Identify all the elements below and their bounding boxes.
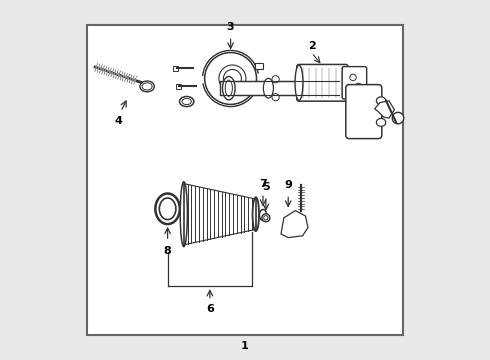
Circle shape — [272, 76, 279, 83]
Ellipse shape — [155, 194, 180, 224]
Circle shape — [392, 112, 404, 124]
Circle shape — [272, 94, 279, 101]
Text: 6: 6 — [206, 304, 214, 314]
Ellipse shape — [140, 81, 154, 92]
Bar — [87, 25, 403, 335]
Ellipse shape — [252, 197, 259, 231]
Text: 5: 5 — [262, 182, 270, 192]
Text: 8: 8 — [164, 246, 171, 256]
Ellipse shape — [264, 216, 268, 220]
Text: 2: 2 — [308, 41, 316, 51]
Circle shape — [348, 89, 354, 95]
Ellipse shape — [142, 83, 152, 90]
Bar — [220, 81, 339, 95]
Ellipse shape — [180, 182, 187, 247]
Ellipse shape — [219, 65, 246, 92]
Bar — [255, 87, 263, 94]
Ellipse shape — [222, 77, 235, 100]
Bar — [176, 84, 181, 89]
Polygon shape — [281, 211, 308, 238]
Ellipse shape — [295, 65, 303, 100]
Circle shape — [350, 74, 356, 81]
Text: 1: 1 — [241, 341, 249, 351]
Polygon shape — [374, 101, 394, 118]
Text: 7: 7 — [259, 179, 267, 189]
Circle shape — [355, 83, 362, 90]
Ellipse shape — [262, 214, 270, 222]
Text: 9: 9 — [284, 180, 292, 190]
FancyBboxPatch shape — [342, 67, 367, 99]
Ellipse shape — [223, 69, 242, 87]
Ellipse shape — [263, 78, 273, 98]
Ellipse shape — [182, 99, 192, 105]
Bar — [255, 63, 263, 69]
Ellipse shape — [179, 96, 194, 107]
Text: 4: 4 — [114, 116, 122, 126]
Ellipse shape — [376, 118, 386, 126]
Bar — [173, 66, 178, 71]
Ellipse shape — [259, 210, 267, 220]
Circle shape — [205, 53, 257, 104]
Ellipse shape — [225, 80, 232, 96]
Ellipse shape — [159, 198, 176, 220]
Ellipse shape — [376, 97, 386, 105]
FancyBboxPatch shape — [346, 85, 382, 139]
Text: 3: 3 — [227, 22, 234, 32]
FancyBboxPatch shape — [297, 64, 348, 101]
